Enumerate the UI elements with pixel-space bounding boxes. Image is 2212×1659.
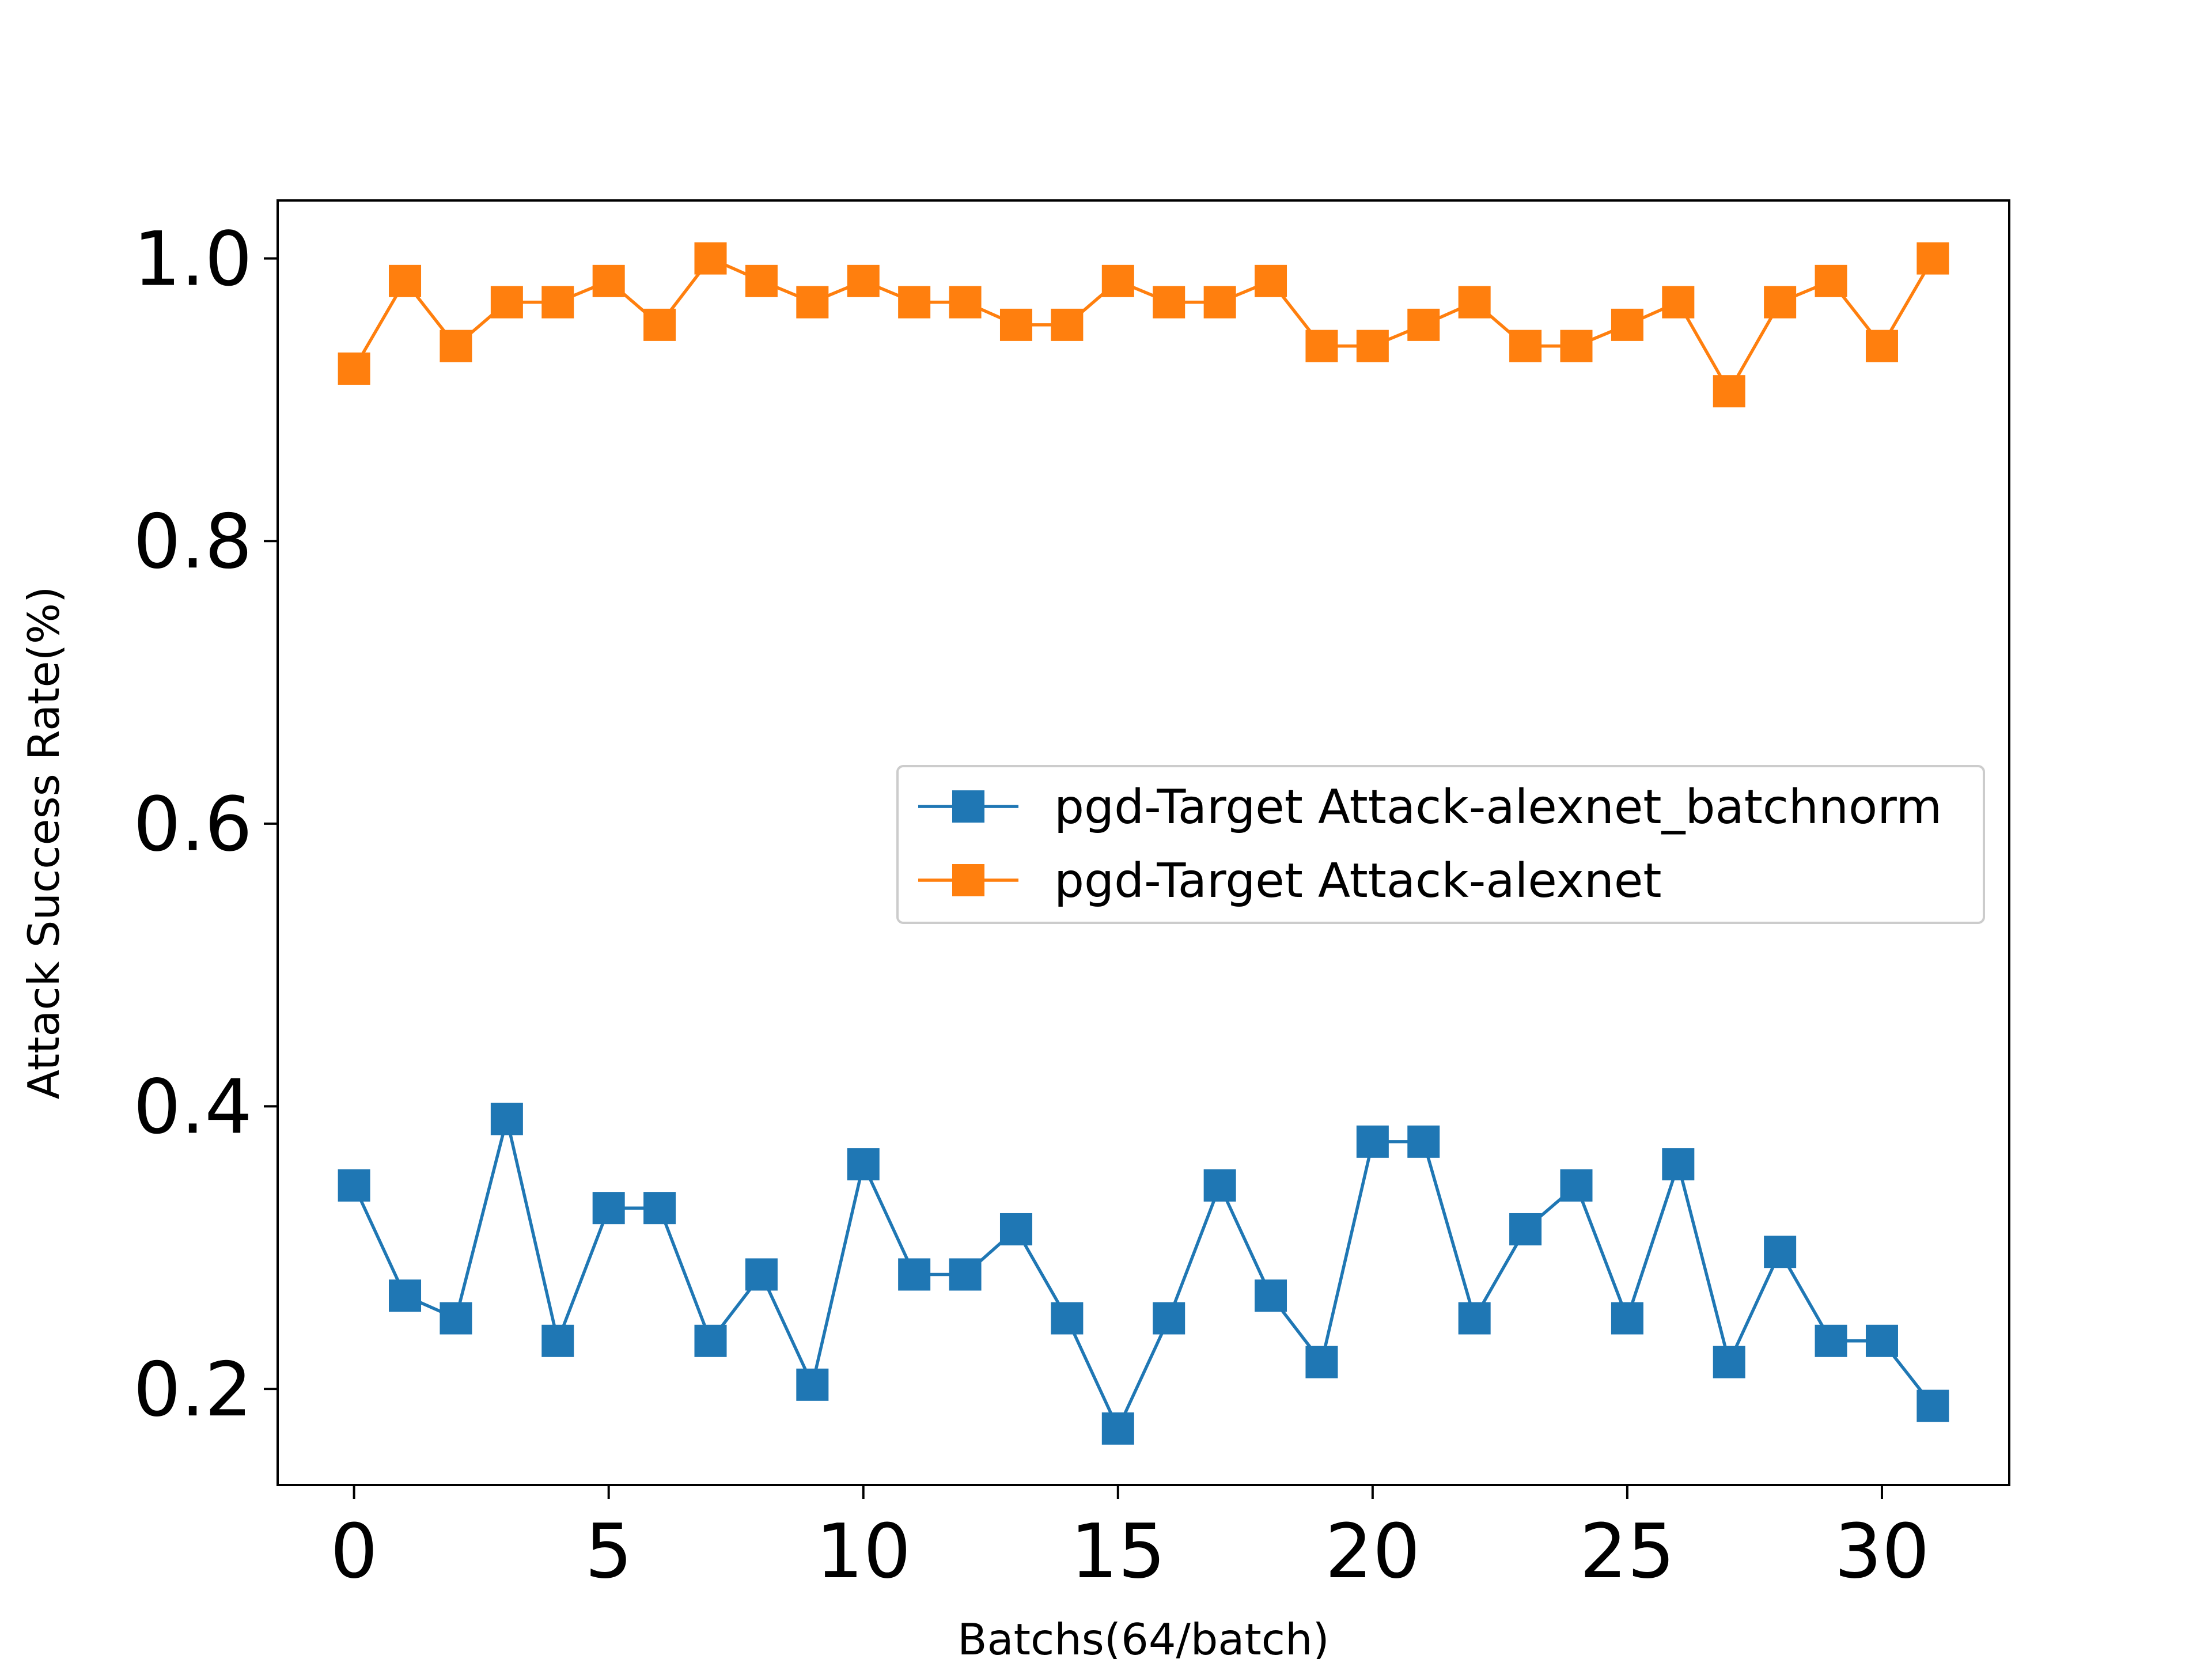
data-point (745, 264, 778, 297)
legend-marker (952, 864, 984, 896)
data-point (1815, 264, 1847, 297)
data-point (1916, 242, 1949, 275)
data-point (1458, 286, 1491, 319)
y-tick-label: 0.6 (133, 781, 252, 868)
data-point (949, 286, 982, 319)
data-point (338, 352, 370, 385)
data-point (1255, 1279, 1287, 1312)
data-point (1407, 308, 1440, 341)
data-point (643, 1192, 676, 1225)
data-point (745, 1258, 778, 1291)
legend-marker (952, 790, 984, 823)
data-point (898, 286, 931, 319)
series-2 (338, 242, 1949, 408)
data-point (541, 1324, 574, 1357)
x-tick-label: 0 (330, 1508, 378, 1595)
x-tick-label: 25 (1580, 1508, 1675, 1595)
data-point (847, 264, 880, 297)
y-tick-label: 0.2 (133, 1346, 252, 1433)
legend-label: pgd-Target Attack-alexnet_batchnorm (1054, 780, 1942, 835)
data-point (389, 1279, 422, 1312)
data-point (1865, 1324, 1898, 1357)
data-point (338, 1169, 370, 1202)
data-point (949, 1258, 982, 1291)
data-point (1662, 1148, 1695, 1181)
data-point (1764, 286, 1797, 319)
data-point (1713, 1346, 1745, 1378)
data-point (1356, 1125, 1389, 1158)
data-point (1203, 286, 1236, 319)
data-point (999, 308, 1032, 341)
data-point (1611, 1302, 1643, 1335)
x-tick-label: 30 (1834, 1508, 1929, 1595)
y-tick-label: 0.8 (133, 498, 252, 585)
data-point (592, 264, 625, 297)
data-point (1611, 308, 1643, 341)
data-point (1153, 286, 1185, 319)
y-tick-label: 1.0 (133, 215, 252, 303)
legend-entry: pgd-Target Attack-alexnet (918, 854, 1661, 908)
data-point (1101, 264, 1134, 297)
data-point (1662, 286, 1695, 319)
legend: pgd-Target Attack-alexnet_batchnorm pgd-T… (896, 765, 1985, 924)
data-point (1916, 1389, 1949, 1422)
legend-label: pgd-Target Attack-alexnet (1054, 854, 1661, 908)
data-point (592, 1192, 625, 1225)
data-point (1356, 329, 1389, 362)
data-point (1305, 329, 1338, 362)
data-point (847, 1148, 880, 1181)
data-point (796, 1368, 829, 1401)
data-point (1458, 1302, 1491, 1335)
data-point (490, 286, 523, 319)
data-point (541, 286, 574, 319)
data-point (999, 1213, 1032, 1245)
data-point (1865, 329, 1898, 362)
x-tick-label: 5 (585, 1508, 632, 1595)
x-tick-label: 15 (1070, 1508, 1165, 1595)
data-point (440, 329, 472, 362)
x-tick-label: 20 (1325, 1508, 1420, 1595)
data-point (389, 264, 422, 297)
data-point (1560, 1169, 1593, 1202)
data-point (1203, 1169, 1236, 1202)
series-layer (338, 242, 1949, 1445)
data-point (490, 1103, 523, 1135)
data-point (1407, 1125, 1440, 1158)
data-point (1764, 1236, 1797, 1268)
x-tick-label: 10 (816, 1508, 911, 1595)
series-1 (338, 1103, 1949, 1445)
data-point (1255, 264, 1287, 297)
data-point (1051, 308, 1084, 341)
y-axis-ticks: 0.2 0.4 0.6 0.8 1.0 (133, 215, 278, 1433)
data-point (1509, 1213, 1542, 1245)
x-axis-ticks: 0 5 10 15 20 25 30 (330, 1485, 1930, 1595)
y-axis-label: Attack Success Rate(%) (18, 586, 69, 1100)
x-axis-label: Batchs(64/batch) (957, 1614, 1330, 1659)
data-point (1509, 329, 1542, 362)
data-point (440, 1302, 472, 1335)
data-point (1305, 1346, 1338, 1378)
data-point (796, 286, 829, 319)
data-point (1101, 1412, 1134, 1445)
data-point (1051, 1302, 1084, 1335)
data-point (1815, 1324, 1847, 1357)
data-point (643, 308, 676, 341)
data-point (694, 1324, 727, 1357)
data-point (898, 1258, 931, 1291)
data-point (1153, 1302, 1185, 1335)
legend-box (896, 765, 1985, 924)
y-tick-label: 0.4 (133, 1063, 252, 1151)
data-point (1713, 375, 1745, 408)
data-point (694, 242, 727, 275)
data-point (1560, 329, 1593, 362)
axes-frame (276, 199, 2010, 1486)
legend-entry: pgd-Target Attack-alexnet_batchnorm (918, 780, 1942, 835)
